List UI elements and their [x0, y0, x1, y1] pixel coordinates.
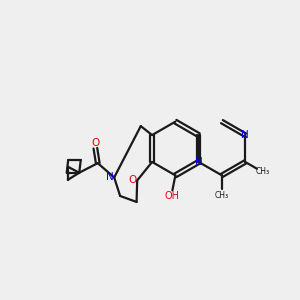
Text: N: N [241, 130, 249, 140]
Text: O: O [91, 138, 100, 148]
Text: CH₃: CH₃ [215, 191, 229, 200]
Text: N: N [106, 172, 114, 182]
Text: CH₃: CH₃ [256, 167, 270, 176]
Text: O: O [129, 175, 137, 185]
Text: OH: OH [164, 191, 179, 201]
Text: N: N [195, 157, 203, 167]
